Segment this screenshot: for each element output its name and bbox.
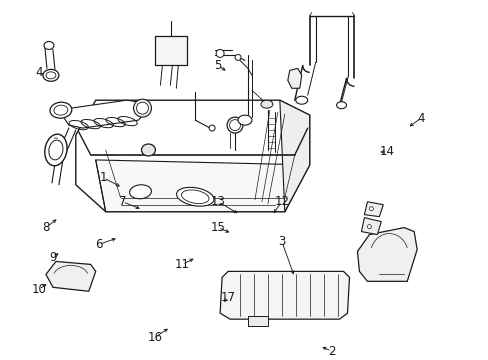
Text: 8: 8 xyxy=(42,221,50,234)
Ellipse shape xyxy=(295,96,307,104)
Text: 12: 12 xyxy=(274,195,289,208)
Ellipse shape xyxy=(46,72,56,79)
Text: 10: 10 xyxy=(32,283,46,296)
Ellipse shape xyxy=(235,54,241,60)
Text: 4: 4 xyxy=(417,112,424,125)
Ellipse shape xyxy=(129,185,151,199)
Bar xyxy=(247,316,267,326)
Text: 13: 13 xyxy=(210,195,225,208)
Polygon shape xyxy=(361,218,381,235)
Text: 2: 2 xyxy=(327,345,335,357)
Polygon shape xyxy=(96,160,309,212)
Ellipse shape xyxy=(54,105,68,115)
Polygon shape xyxy=(63,100,145,128)
Ellipse shape xyxy=(141,144,155,156)
Text: 7: 7 xyxy=(119,195,126,208)
Polygon shape xyxy=(287,68,301,88)
Text: 11: 11 xyxy=(174,258,189,271)
Ellipse shape xyxy=(43,69,59,81)
Ellipse shape xyxy=(238,115,251,125)
Ellipse shape xyxy=(261,100,272,108)
Ellipse shape xyxy=(336,102,346,109)
Text: 9: 9 xyxy=(49,251,57,264)
Text: 4: 4 xyxy=(35,66,42,79)
Text: 5: 5 xyxy=(214,59,222,72)
Polygon shape xyxy=(46,261,96,291)
Text: 14: 14 xyxy=(379,145,394,158)
Ellipse shape xyxy=(366,225,370,229)
Text: 6: 6 xyxy=(95,238,102,251)
Ellipse shape xyxy=(226,117,243,133)
Ellipse shape xyxy=(50,102,72,118)
Ellipse shape xyxy=(136,102,148,114)
Text: 1: 1 xyxy=(100,171,107,184)
Text: 16: 16 xyxy=(148,330,163,343)
Text: 3: 3 xyxy=(278,235,285,248)
Ellipse shape xyxy=(209,125,215,131)
Polygon shape xyxy=(279,100,309,212)
Polygon shape xyxy=(76,100,309,212)
Text: 15: 15 xyxy=(210,221,225,234)
Polygon shape xyxy=(220,271,349,319)
Ellipse shape xyxy=(216,49,224,58)
Polygon shape xyxy=(357,228,416,282)
Ellipse shape xyxy=(229,120,240,131)
Ellipse shape xyxy=(176,187,213,206)
Ellipse shape xyxy=(368,207,373,211)
Ellipse shape xyxy=(44,41,54,49)
Ellipse shape xyxy=(133,99,151,117)
Ellipse shape xyxy=(45,134,67,166)
Ellipse shape xyxy=(181,190,208,203)
Bar xyxy=(155,36,187,66)
Text: 17: 17 xyxy=(220,291,235,304)
Polygon shape xyxy=(364,202,383,217)
Ellipse shape xyxy=(49,140,63,160)
